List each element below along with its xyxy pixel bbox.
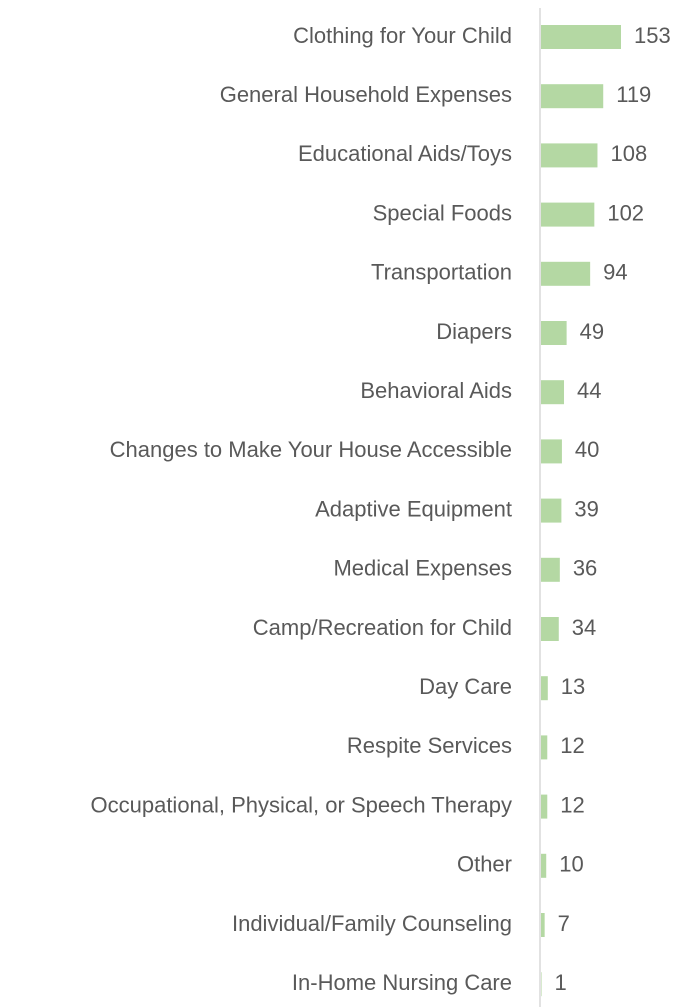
value-label: 44: [577, 378, 601, 403]
value-label: 153: [634, 23, 671, 48]
bar: [541, 794, 548, 819]
value-label: 108: [610, 141, 647, 166]
bar: [541, 676, 548, 701]
category-label: In-Home Nursing Care: [292, 970, 512, 995]
bar: [541, 557, 560, 582]
category-label: Respite Services: [347, 733, 512, 758]
value-label: 36: [573, 556, 597, 581]
bar: [541, 498, 562, 523]
category-label: Day Care: [419, 674, 512, 699]
bar: [541, 380, 565, 405]
value-label: 119: [616, 82, 651, 107]
category-label: Adaptive Equipment: [315, 496, 512, 521]
category-label: Transportation: [371, 260, 512, 285]
bar: [541, 84, 604, 109]
category-label: Special Foods: [373, 200, 512, 225]
bar: [541, 143, 598, 168]
value-label: 94: [603, 260, 627, 285]
value-label: 12: [560, 733, 584, 758]
value-label: 13: [561, 674, 585, 699]
category-label: Diapers: [436, 319, 512, 344]
category-label: Behavioral Aids: [360, 378, 512, 403]
category-label: Clothing for Your Child: [293, 23, 512, 48]
bar: [541, 735, 548, 760]
value-label: 1: [555, 970, 567, 995]
value-label: 12: [560, 792, 584, 817]
category-label: Educational Aids/Toys: [298, 141, 512, 166]
bar: [541, 202, 595, 227]
value-label: 102: [607, 200, 644, 225]
category-label: Individual/Family Counseling: [232, 911, 512, 936]
value-label: 39: [574, 496, 598, 521]
bar: [541, 972, 542, 997]
value-label: 7: [558, 911, 570, 936]
category-label: General Household Expenses: [220, 82, 512, 107]
bar: [541, 321, 567, 345]
bar: [541, 25, 621, 49]
category-label: Changes to Make Your House Accessible: [110, 437, 512, 462]
bar: [541, 853, 547, 878]
category-label: Medical Expenses: [333, 556, 512, 581]
value-label: 34: [572, 615, 596, 640]
bar: [541, 617, 559, 641]
value-label: 40: [575, 437, 599, 462]
category-label: Occupational, Physical, or Speech Therap…: [91, 792, 513, 817]
category-label: Other: [457, 852, 512, 877]
value-label: 10: [559, 852, 583, 877]
bar: [541, 913, 545, 937]
value-label: 49: [580, 319, 604, 344]
category-label: Camp/Recreation for Child: [253, 615, 512, 640]
bar: [541, 261, 591, 286]
bar: [541, 439, 562, 464]
